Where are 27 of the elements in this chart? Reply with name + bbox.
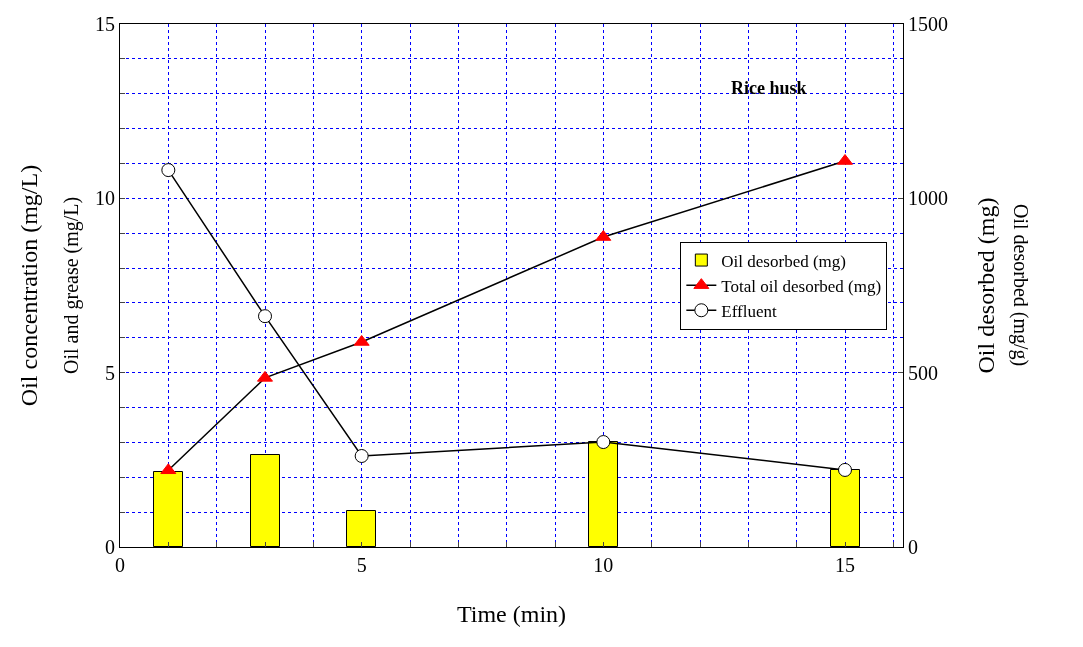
y-tick-label: 15 — [95, 13, 115, 35]
x-tick-label: 10 — [593, 554, 614, 576]
y-axis-title: Oil concentration (mg/L) — [16, 164, 43, 407]
point — [596, 435, 611, 450]
text: Oil and grease (mg/L) — [59, 196, 83, 374]
y-tick-label: 0 — [105, 536, 115, 558]
y2-tick-label: 0 — [908, 536, 918, 558]
legend-label: Oil desorbed (mg) — [721, 251, 846, 271]
x-tick-label: 5 — [356, 554, 367, 576]
y2-tick-label: 1000 — [908, 187, 948, 210]
y2-tick-label: 1500 — [908, 13, 948, 35]
point — [258, 309, 272, 324]
y-tick-label: 10 — [95, 187, 115, 210]
point — [161, 163, 176, 178]
text: Oil desorbed (mg/g) — [1008, 204, 1032, 367]
x-axis-title: Time (min) — [456, 601, 567, 628]
legend-label: Effluent — [721, 301, 778, 321]
annotation: Rice husk — [731, 78, 807, 98]
point — [838, 462, 852, 477]
y2-axis-title: Oil desorbed (mg) — [973, 197, 1000, 374]
point — [354, 449, 369, 463]
point — [353, 334, 370, 346]
y2-tick-label: 500 — [908, 361, 938, 384]
point — [160, 463, 177, 475]
y-tick-label: 5 — [105, 361, 115, 384]
x-tick-label: 15 — [835, 554, 855, 576]
legend-label: Total oil desorbed (mg) — [721, 276, 882, 296]
